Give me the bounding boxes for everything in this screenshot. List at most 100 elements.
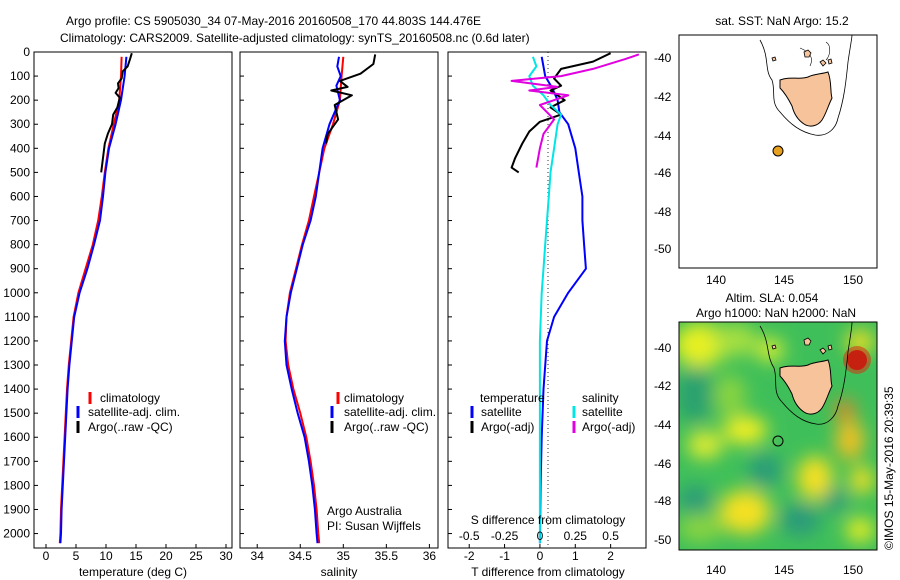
sst-map-xtick: 140 bbox=[706, 273, 726, 287]
y-tick-label: 700 bbox=[10, 214, 30, 228]
sst-map-xtick: 150 bbox=[843, 273, 863, 287]
header-line1: Argo profile: CS 5905030_34 07-May-2016 … bbox=[66, 14, 481, 28]
x-tick-label-top: 0.5 bbox=[602, 529, 619, 543]
legend-sal-argo: Argo(-adj) bbox=[582, 420, 635, 434]
header-line2: Climatology: CARS2009. Satellite-adjuste… bbox=[60, 31, 530, 45]
sst-map-ytick: -44 bbox=[654, 129, 672, 143]
sst-map-ytick: -42 bbox=[654, 90, 672, 104]
sla-map-xtick: 145 bbox=[774, 563, 794, 577]
series-line bbox=[510, 53, 640, 168]
y-tick-label: 800 bbox=[10, 238, 30, 252]
y-tick-label: 100 bbox=[10, 69, 30, 83]
difference-xlabel-top: S difference from climatology bbox=[471, 513, 626, 527]
y-tick-label: 500 bbox=[10, 165, 30, 179]
legend-argo: Argo(..raw -QC) bbox=[88, 420, 173, 434]
annotation-line2: PI: Susan Wijffels bbox=[327, 519, 421, 533]
difference-plot-frame bbox=[447, 51, 647, 549]
sla-map-xticks: 140 145 150 bbox=[706, 563, 863, 577]
temperature-plot-frame bbox=[33, 51, 233, 549]
salinity-ticks: 34 34.5 35 35.5 36 bbox=[240, 51, 437, 563]
series-line bbox=[325, 54, 377, 144]
difference-series bbox=[510, 52, 640, 544]
y-tick-label: 1400 bbox=[3, 382, 30, 396]
sla-map-title2: Argo h1000: NaN h2000: NaN bbox=[696, 306, 856, 320]
x-tick-label-top: -0.25 bbox=[491, 529, 519, 543]
sla-map-float-marker bbox=[772, 435, 784, 447]
x-tick-label-top: 0 bbox=[537, 529, 544, 543]
series-line bbox=[528, 56, 563, 544]
sla-map-frame bbox=[678, 321, 878, 551]
y-tick-label: 1200 bbox=[3, 334, 30, 348]
sst-map-contour bbox=[759, 35, 853, 136]
legend-argo: Argo(..raw -QC) bbox=[344, 420, 429, 434]
legend-climatology: climatology bbox=[100, 391, 160, 405]
x-tick-label: 5 bbox=[73, 549, 80, 563]
y-tick-label: 300 bbox=[10, 117, 30, 131]
legend-temp-satellite: satellite bbox=[481, 405, 522, 419]
y-tick-label: 1100 bbox=[4, 310, 30, 324]
x-tick-label: 36 bbox=[423, 549, 437, 563]
sla-map-title1: Altim. SLA: 0.054 bbox=[726, 291, 819, 305]
sla-map-xtick: 150 bbox=[843, 563, 863, 577]
y-tick-label: 1000 bbox=[3, 286, 30, 300]
x-tick-label-top: -0.5 bbox=[459, 529, 480, 543]
x-tick-label: 0 bbox=[43, 549, 50, 563]
sst-map-float-marker bbox=[772, 145, 784, 157]
series-line bbox=[59, 56, 128, 544]
series-line bbox=[284, 56, 345, 544]
y-tick-label: 1600 bbox=[3, 430, 30, 444]
series-line bbox=[283, 56, 342, 544]
sst-map-xticks: 140 145 150 bbox=[706, 273, 863, 287]
sla-map-islands bbox=[771, 337, 833, 355]
x-tick-label: 25 bbox=[189, 549, 203, 563]
temperature-series bbox=[58, 52, 133, 544]
sst-map: sat. SST: NaN Argo: 15.2 -40 -42 -44 -46… bbox=[654, 14, 878, 287]
annotation-line1: Argo Australia bbox=[327, 504, 402, 518]
difference-panel: -2 -1 0 1 2 -0.5 -0.25 0 0.25 0.5 temperature sat… bbox=[447, 51, 647, 579]
temperature-ticks: 0 5 10 15 20 25 300100200300400500600700800900… bbox=[3, 45, 233, 563]
x-tick-label: 35.5 bbox=[375, 549, 399, 563]
sla-map-land-tasmania bbox=[779, 359, 833, 415]
y-tick-label: 400 bbox=[10, 141, 30, 155]
x-tick-label: 15 bbox=[129, 549, 143, 563]
sst-map-land-tasmania bbox=[779, 71, 833, 127]
salinity-series bbox=[283, 54, 377, 544]
x-tick-label: 34 bbox=[251, 549, 265, 563]
y-tick-label: 0 bbox=[23, 45, 30, 59]
difference-xlabel: T difference from climatology bbox=[471, 565, 625, 579]
y-tick-label: 1700 bbox=[3, 454, 30, 468]
x-tick-label: 2 bbox=[607, 549, 614, 563]
y-tick-label: 200 bbox=[10, 93, 30, 107]
sst-map-ytick: -40 bbox=[654, 51, 672, 65]
temperature-panel: 0 5 10 15 20 25 300100200300400500600700800900… bbox=[3, 45, 233, 579]
salinity-plot-frame bbox=[239, 51, 439, 549]
x-tick-label: -1 bbox=[499, 549, 510, 563]
difference-legend: temperature satellite Argo(-adj) salinit… bbox=[470, 391, 635, 434]
salinity-xlabel: salinity bbox=[321, 565, 358, 579]
sst-map-frame bbox=[678, 34, 878, 269]
x-tick-label: 1 bbox=[572, 549, 579, 563]
sla-map-ytick: -48 bbox=[654, 494, 672, 508]
y-tick-label: 900 bbox=[10, 262, 30, 276]
x-tick-label: 35 bbox=[337, 549, 351, 563]
sla-map-ytick: -46 bbox=[654, 457, 672, 471]
sst-map-ytick: -48 bbox=[654, 205, 672, 219]
sla-field bbox=[679, 323, 874, 542]
x-tick-label: -2 bbox=[464, 549, 475, 563]
legend-temp-argo: Argo(-adj) bbox=[481, 420, 534, 434]
sla-map-yticks: -40 -42 -44 -46 -48 -50 bbox=[654, 341, 672, 547]
difference-ticks: -2 -1 0 1 2 -0.5 -0.25 0 0.25 0.5 bbox=[448, 51, 619, 563]
x-tick-label-top: 0.25 bbox=[564, 529, 588, 543]
y-tick-label: 1300 bbox=[3, 358, 30, 372]
x-tick-label: 20 bbox=[159, 549, 173, 563]
sst-map-yticks: -40 -42 -44 -46 -48 -50 bbox=[654, 51, 672, 256]
sla-map-ytick: -44 bbox=[654, 418, 672, 432]
legend-satellite: satellite-adj. clim. bbox=[344, 405, 436, 419]
legend-sal-satellite: satellite bbox=[582, 405, 623, 419]
salinity-legend: climatology satellite-adj. clim. Argo(..… bbox=[330, 391, 436, 434]
sst-map-title: sat. SST: NaN Argo: 15.2 bbox=[715, 14, 849, 28]
y-tick-label: 600 bbox=[10, 189, 30, 203]
sla-map-contour bbox=[759, 322, 853, 425]
legend-temperature-title: temperature bbox=[480, 391, 545, 405]
